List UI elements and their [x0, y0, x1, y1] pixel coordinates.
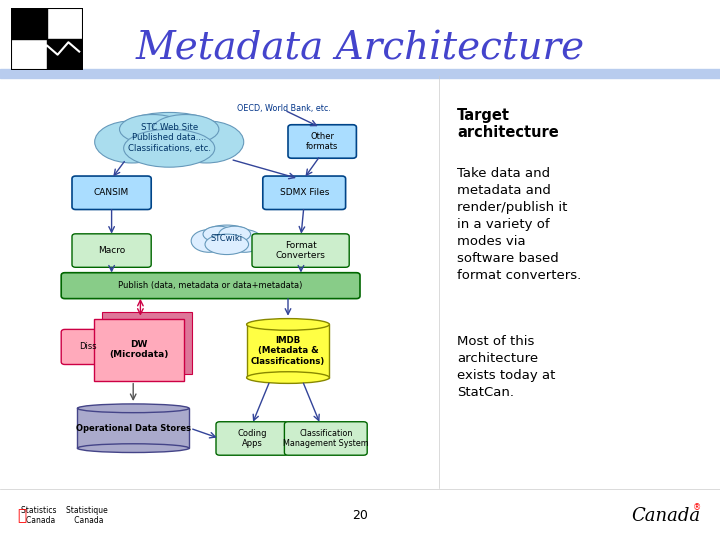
Ellipse shape [227, 230, 263, 252]
Ellipse shape [120, 114, 186, 144]
Text: CANSIM: CANSIM [94, 188, 129, 197]
Text: DW
(Microdata): DW (Microdata) [109, 340, 168, 359]
Ellipse shape [78, 404, 189, 413]
Text: Other
formats: Other formats [306, 132, 338, 151]
Bar [47, 39, 83, 70]
Bar [0, 69, 720, 78]
Text: SDMX Files: SDMX Files [279, 188, 329, 197]
Text: Target
architecture: Target architecture [457, 108, 559, 140]
Ellipse shape [199, 225, 255, 252]
Bar [94, 319, 184, 381]
Ellipse shape [192, 230, 227, 252]
Bar [0, 489, 720, 540]
Bar [102, 312, 192, 374]
FancyBboxPatch shape [216, 422, 288, 455]
Text: Macro: Macro [98, 246, 125, 255]
FancyBboxPatch shape [263, 176, 346, 210]
Text: ®: ® [693, 503, 701, 512]
Bar [78, 408, 189, 448]
Ellipse shape [94, 121, 169, 163]
Text: Take data and
metadata and
render/publish it
in a variety of
modes via
software : Take data and metadata and render/publis… [457, 167, 582, 282]
Ellipse shape [219, 226, 251, 242]
Text: Metadata Architecture: Metadata Architecture [135, 30, 585, 67]
FancyBboxPatch shape [72, 234, 151, 267]
FancyBboxPatch shape [61, 273, 360, 299]
Ellipse shape [246, 372, 329, 383]
Ellipse shape [78, 444, 189, 453]
Text: Coding
Apps: Coding Apps [238, 429, 266, 448]
Text: Format
Converters: Format Converters [276, 241, 325, 260]
Text: Publish (data, metadata or data+metadata): Publish (data, metadata or data+metadata… [118, 281, 303, 290]
Text: Canada: Canada [631, 507, 701, 525]
Ellipse shape [169, 121, 243, 163]
Text: IMDB
(Metadata &
Classifications): IMDB (Metadata & Classifications) [251, 336, 325, 366]
Ellipse shape [246, 319, 329, 330]
Ellipse shape [203, 226, 235, 242]
Ellipse shape [153, 114, 219, 144]
Text: STCwiki: STCwiki [211, 234, 243, 243]
Text: STC Web Site
Published data....
Classifications, etc.: STC Web Site Published data.... Classifi… [127, 123, 211, 153]
Text: Most of this
architecture
exists today at
StatCan.: Most of this architecture exists today a… [457, 335, 556, 399]
Text: 20: 20 [352, 509, 368, 522]
Text: 🍁: 🍁 [17, 508, 26, 523]
Text: Classification
Management System: Classification Management System [283, 429, 369, 448]
Text: Operational Data Stores: Operational Data Stores [76, 424, 191, 433]
Bar [246, 325, 330, 377]
FancyBboxPatch shape [288, 125, 356, 158]
Text: Statistics    Statistique
Canada        Canada: Statistics Statistique Canada Canada [22, 506, 108, 525]
Bar [11, 8, 47, 39]
FancyBboxPatch shape [252, 234, 349, 267]
Text: OECD, World Bank, etc.: OECD, World Bank, etc. [238, 104, 331, 112]
Ellipse shape [111, 112, 228, 163]
Text: Diss: Diss [79, 342, 97, 352]
Ellipse shape [124, 129, 215, 167]
FancyBboxPatch shape [72, 176, 151, 210]
FancyBboxPatch shape [61, 329, 115, 364]
Ellipse shape [205, 234, 248, 254]
FancyBboxPatch shape [284, 422, 367, 455]
